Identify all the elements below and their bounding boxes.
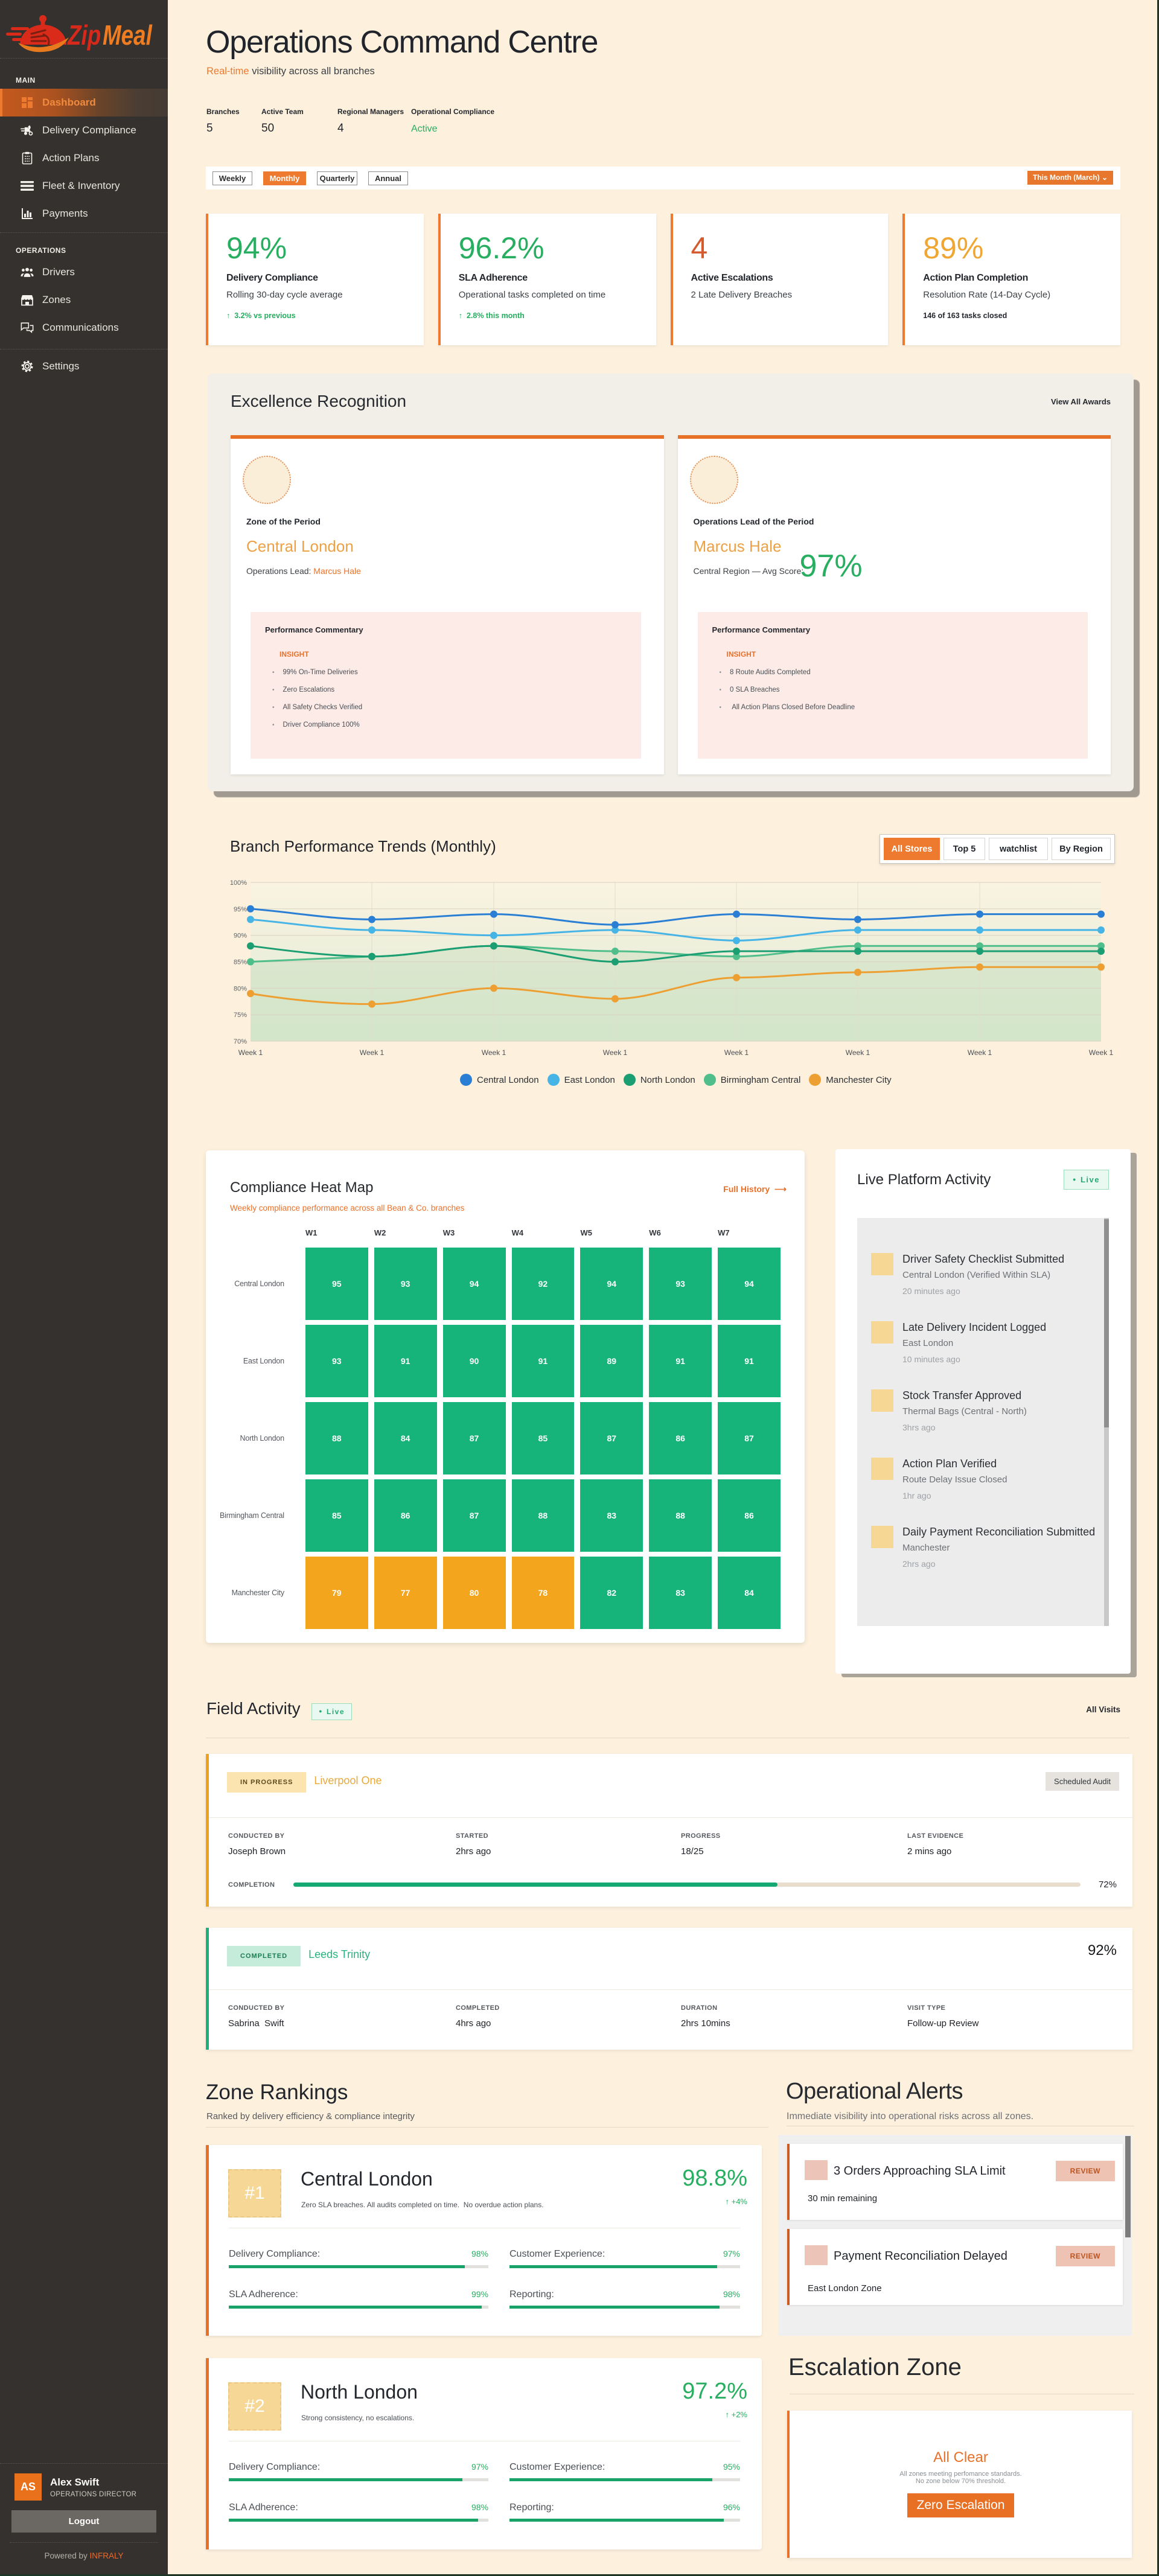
svg-text:100%: 100% bbox=[230, 879, 247, 887]
svg-text:90%: 90% bbox=[234, 933, 247, 940]
svg-text:85%: 85% bbox=[234, 959, 247, 966]
svg-text:Week 1: Week 1 bbox=[238, 1048, 263, 1057]
svg-text:95%: 95% bbox=[234, 906, 247, 913]
svg-text:Week 1: Week 1 bbox=[1089, 1048, 1114, 1057]
svg-text:Meal: Meal bbox=[103, 19, 153, 51]
svg-text:80%: 80% bbox=[234, 985, 247, 992]
svg-text:Week 1: Week 1 bbox=[846, 1048, 870, 1057]
svg-text:Week 1: Week 1 bbox=[968, 1048, 992, 1057]
svg-text:Week 1: Week 1 bbox=[482, 1048, 506, 1057]
svg-text:70%: 70% bbox=[234, 1038, 247, 1045]
svg-text:75%: 75% bbox=[234, 1012, 247, 1019]
svg-text:Week 1: Week 1 bbox=[724, 1048, 749, 1057]
svg-text:Week 1: Week 1 bbox=[603, 1048, 628, 1057]
svg-text:Week 1: Week 1 bbox=[360, 1048, 385, 1057]
svg-text:Zip: Zip bbox=[67, 19, 101, 51]
